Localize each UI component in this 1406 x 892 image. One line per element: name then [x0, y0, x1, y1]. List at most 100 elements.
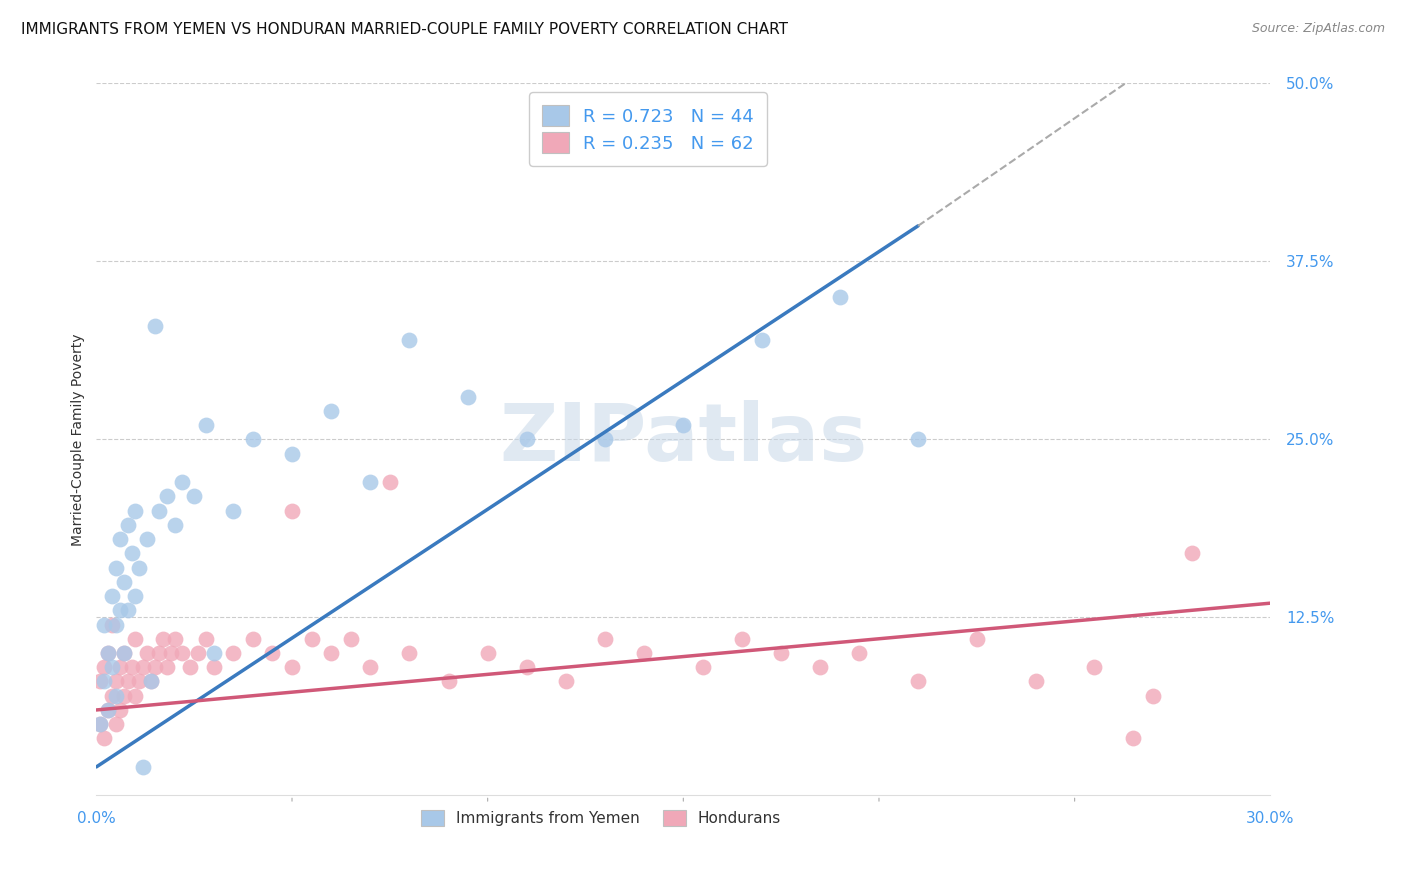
Point — [163, 632, 186, 646]
Point — [437, 674, 460, 689]
Point — [101, 589, 124, 603]
Point — [907, 674, 929, 689]
Point — [139, 674, 162, 689]
Point — [907, 433, 929, 447]
Point — [148, 646, 170, 660]
Point — [108, 532, 131, 546]
Point — [136, 532, 159, 546]
Point — [112, 646, 135, 660]
Point — [593, 632, 616, 646]
Point — [281, 503, 304, 517]
Point — [124, 632, 146, 646]
Point — [1024, 674, 1046, 689]
Point — [301, 632, 323, 646]
Point — [156, 660, 179, 674]
Text: ZIPatlas: ZIPatlas — [499, 401, 868, 478]
Point — [966, 632, 988, 646]
Point — [93, 617, 115, 632]
Point — [194, 418, 217, 433]
Point — [101, 689, 124, 703]
Point — [262, 646, 284, 660]
Point — [108, 660, 131, 674]
Point — [477, 646, 499, 660]
Point — [97, 646, 120, 660]
Legend: Immigrants from Yemen, Hondurans: Immigrants from Yemen, Hondurans — [413, 802, 789, 834]
Point — [1142, 689, 1164, 703]
Point — [692, 660, 714, 674]
Point — [117, 517, 139, 532]
Point — [555, 674, 578, 689]
Point — [163, 517, 186, 532]
Point — [152, 632, 174, 646]
Point — [751, 333, 773, 347]
Point — [202, 646, 225, 660]
Point — [242, 632, 264, 646]
Point — [172, 475, 194, 490]
Point — [378, 475, 401, 490]
Point — [124, 589, 146, 603]
Point — [89, 674, 111, 689]
Point — [187, 646, 209, 660]
Point — [101, 660, 124, 674]
Point — [128, 560, 150, 574]
Point — [172, 646, 194, 660]
Point — [124, 503, 146, 517]
Point — [848, 646, 870, 660]
Point — [194, 632, 217, 646]
Point — [202, 660, 225, 674]
Point — [89, 717, 111, 731]
Point — [179, 660, 201, 674]
Point — [117, 674, 139, 689]
Point — [808, 660, 831, 674]
Point — [104, 617, 127, 632]
Point — [101, 617, 124, 632]
Point — [242, 433, 264, 447]
Point — [108, 703, 131, 717]
Point — [104, 717, 127, 731]
Point — [156, 489, 179, 503]
Point — [89, 717, 111, 731]
Point — [398, 646, 420, 660]
Point — [108, 603, 131, 617]
Point — [148, 503, 170, 517]
Point — [93, 660, 115, 674]
Point — [124, 689, 146, 703]
Point — [281, 660, 304, 674]
Point — [633, 646, 655, 660]
Point — [321, 404, 343, 418]
Point — [132, 760, 155, 774]
Y-axis label: Married-Couple Family Poverty: Married-Couple Family Poverty — [72, 334, 86, 546]
Point — [159, 646, 181, 660]
Text: IMMIGRANTS FROM YEMEN VS HONDURAN MARRIED-COUPLE FAMILY POVERTY CORRELATION CHAR: IMMIGRANTS FROM YEMEN VS HONDURAN MARRIE… — [21, 22, 789, 37]
Point — [593, 433, 616, 447]
Point — [128, 674, 150, 689]
Point — [770, 646, 793, 660]
Point — [1122, 731, 1144, 746]
Point — [1083, 660, 1105, 674]
Point — [104, 560, 127, 574]
Point — [104, 689, 127, 703]
Point — [112, 574, 135, 589]
Point — [339, 632, 361, 646]
Point — [398, 333, 420, 347]
Point — [97, 703, 120, 717]
Point — [457, 390, 479, 404]
Point — [139, 674, 162, 689]
Point — [93, 731, 115, 746]
Point — [97, 646, 120, 660]
Point — [132, 660, 155, 674]
Point — [516, 433, 538, 447]
Point — [359, 660, 381, 674]
Point — [121, 660, 143, 674]
Point — [672, 418, 695, 433]
Point — [143, 318, 166, 333]
Point — [121, 546, 143, 560]
Point — [321, 646, 343, 660]
Point — [112, 689, 135, 703]
Point — [222, 646, 245, 660]
Point — [281, 447, 304, 461]
Point — [359, 475, 381, 490]
Point — [143, 660, 166, 674]
Point — [516, 660, 538, 674]
Point — [117, 603, 139, 617]
